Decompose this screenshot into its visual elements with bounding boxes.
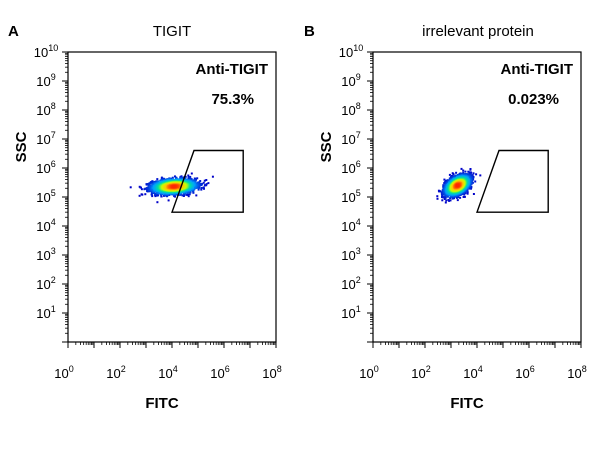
event-dot xyxy=(130,186,132,188)
event-dot xyxy=(207,182,209,184)
y-tick-label: 101 xyxy=(36,304,55,321)
event-dot xyxy=(445,202,447,204)
event-dot xyxy=(198,189,200,191)
panel-title: TIGIT xyxy=(153,23,191,40)
event-dot xyxy=(200,187,202,189)
y-tick-label: 102 xyxy=(36,275,55,292)
event-dot xyxy=(160,195,162,197)
event-dot xyxy=(464,171,466,173)
event-dot xyxy=(212,176,214,178)
event-dot xyxy=(437,198,439,200)
event-dot xyxy=(204,184,206,186)
x-tick-label: 102 xyxy=(106,364,125,381)
event-dot xyxy=(474,181,476,183)
event-dot xyxy=(173,186,175,188)
event-dot xyxy=(156,201,158,203)
event-density-cloud xyxy=(436,168,481,204)
event-dot xyxy=(195,194,197,196)
event-dot xyxy=(441,199,443,201)
event-dot xyxy=(450,199,452,201)
event-dot xyxy=(168,199,170,201)
event-dot xyxy=(469,169,471,171)
event-dot xyxy=(141,188,143,190)
event-dot xyxy=(144,193,146,195)
y-axis-label: SSC xyxy=(13,131,30,162)
event-dot xyxy=(204,180,206,182)
y-tick-label: 104 xyxy=(36,217,55,234)
y-tick-label: 103 xyxy=(36,246,55,263)
x-axis: 100 102 104 106 108 xyxy=(54,342,281,381)
event-dot xyxy=(187,175,189,177)
y-tick-label: 105 xyxy=(36,188,55,205)
event-dot xyxy=(449,174,451,176)
event-dot xyxy=(139,195,141,197)
gate-percentage: 75.3% xyxy=(211,91,254,108)
y-tick-label: 107 xyxy=(36,130,55,147)
panel-label: A xyxy=(8,23,19,40)
event-dot xyxy=(457,199,459,201)
event-dot xyxy=(479,174,481,176)
event-dot xyxy=(203,186,205,188)
event-dot xyxy=(475,173,477,175)
x-tick-label: 108 xyxy=(262,364,281,381)
event-dot xyxy=(191,173,193,175)
event-dot xyxy=(156,178,158,180)
event-dot xyxy=(455,172,457,174)
x-tick-label: 106 xyxy=(210,364,229,381)
y-axis: 101 102 103 104 105 106 107 108 109 1010 xyxy=(34,43,68,342)
event-dot xyxy=(473,193,475,195)
event-dot xyxy=(141,193,143,195)
gate-name: Anti-TIGIT xyxy=(196,61,268,78)
event-dot xyxy=(189,193,191,195)
x-tick-label: 104 xyxy=(158,364,177,381)
event-dot xyxy=(436,195,438,197)
event-dot xyxy=(473,172,475,174)
x-axis-label: FITC xyxy=(145,395,178,412)
event-dot xyxy=(462,170,464,172)
event-dot xyxy=(463,196,465,198)
panel-label: B xyxy=(304,23,315,40)
event-density-cloud xyxy=(130,173,214,204)
y-tick-label: 109 xyxy=(36,72,55,89)
y-tick-label: 108 xyxy=(36,101,55,118)
panel-title: irrelevant protein xyxy=(422,23,534,40)
y-tick-label: 106 xyxy=(36,159,55,176)
event-dot xyxy=(452,173,454,175)
event-dot xyxy=(448,199,450,201)
gate-polygon[interactable] xyxy=(172,151,243,213)
x-tick-label: 100 xyxy=(54,364,73,381)
y-tick-label: 1010 xyxy=(34,43,58,60)
